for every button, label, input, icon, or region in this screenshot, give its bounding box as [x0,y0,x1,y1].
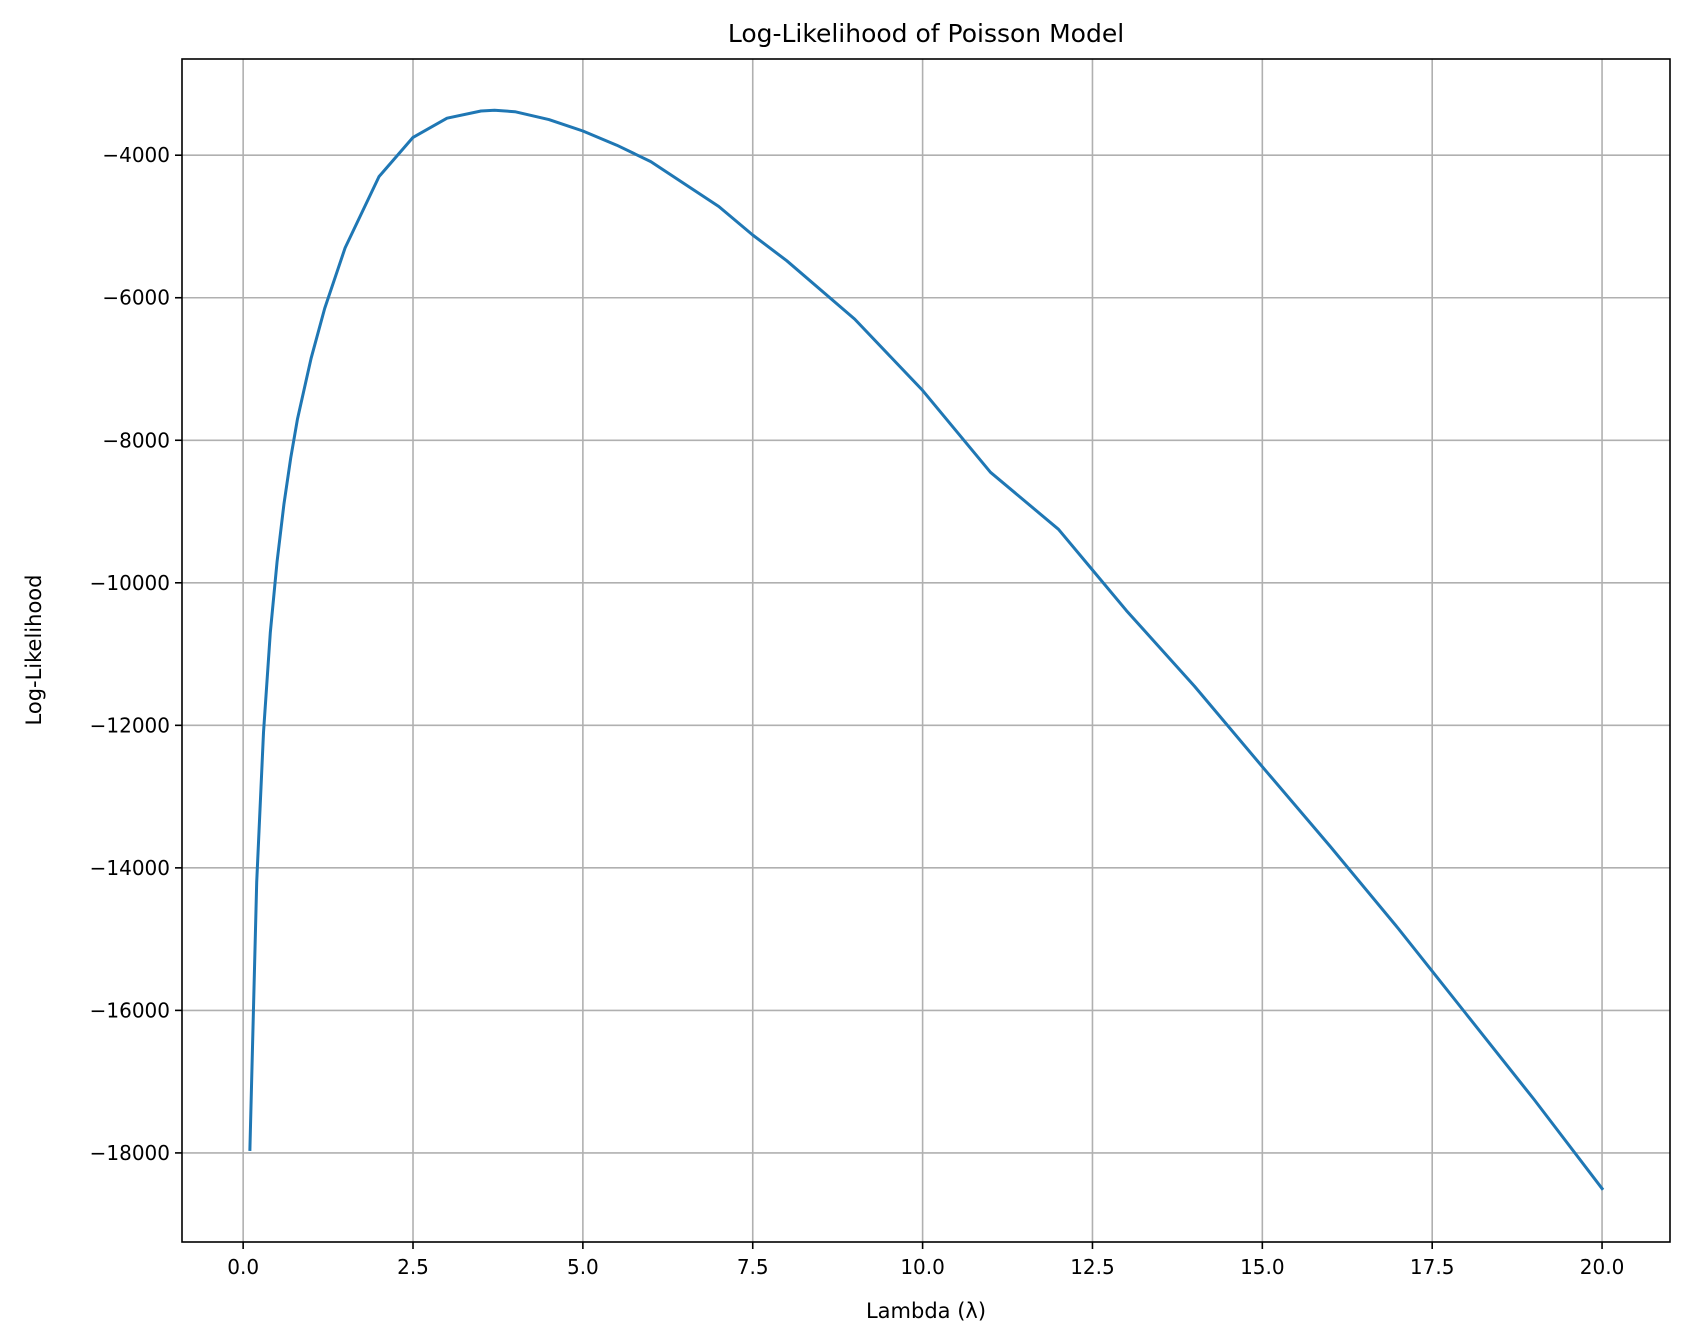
x-tick-label: 15.0 [1240,1255,1285,1279]
y-tick-label: −16000 [90,998,170,1022]
y-tick-label: −14000 [90,856,170,880]
y-tick-label: −6000 [102,286,170,310]
x-tick-label: 10.0 [900,1255,945,1279]
y-axis-label: Log-Likelihood [22,575,46,726]
x-tick-label: 2.5 [397,1255,429,1279]
x-tick-label: 17.5 [1410,1255,1455,1279]
series-layer [248,108,1605,1191]
x-tick-label: 0.0 [227,1255,259,1279]
x-axis: 0.0 2.5 5.0 7.5 10.0 12.5 15.0 17.5 20.0 [227,1242,1624,1279]
x-tick-label: 12.5 [1070,1255,1115,1279]
x-tick-label: 20.0 [1580,1255,1625,1279]
y-tick-label: −10000 [90,571,170,595]
y-tick-label: −12000 [90,713,170,737]
y-axis: −18000 −16000 −14000 −12000 −10000 −8000 −6000… [90,143,182,1165]
y-tick-label: −4000 [102,143,170,167]
x-tick-label: 5.0 [567,1255,599,1279]
x-tick-label: 7.5 [737,1255,769,1279]
y-tick-label: −18000 [90,1141,170,1165]
x-axis-label: Lambda (λ) [866,1299,986,1323]
y-tick-label: −8000 [102,428,170,452]
chart-title: Log-Likelihood of Poisson Model [728,19,1124,48]
plot-area-frame [181,58,1671,1243]
series-line [248,108,1605,1191]
grid [182,59,1670,1242]
